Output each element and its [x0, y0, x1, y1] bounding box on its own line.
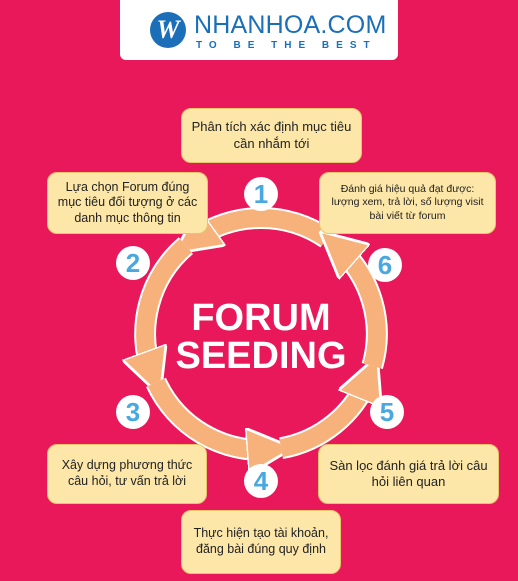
logo-w-icon: W	[150, 12, 186, 48]
cycle-arrows	[145, 206, 388, 458]
step-box-5: Sàn lọc đánh giá trả lời câu hỏi liên qu…	[318, 444, 499, 504]
svg-text:4: 4	[254, 466, 269, 496]
arrow-segment	[145, 238, 192, 374]
step-text-6: Đánh giá hiệu quả đạt được: lượng xem, t…	[331, 183, 484, 222]
step-box-2: Lựa chọn Forum đúng mục tiêu đối tượng ở…	[47, 172, 208, 234]
step-box-4: Thực hiện tạo tài khoản, đăng bài đúng q…	[181, 510, 341, 574]
step-number-3: 3	[116, 395, 150, 429]
svg-text:1: 1	[254, 179, 268, 209]
step-text-5: Sàn lọc đánh giá trả lời câu hỏi liên qu…	[329, 457, 488, 489]
step-text-2: Lựa chọn Forum đúng mục tiêu đối tượng ở…	[57, 179, 198, 225]
step-number-1: 1	[244, 177, 278, 211]
step-box-3: Xây dựng phương thức câu hỏi, tư vấn trả…	[47, 444, 207, 504]
step-text-4: Thực hiện tạo tài khoản, đăng bài đúng q…	[193, 526, 329, 556]
svg-text:3: 3	[126, 397, 140, 427]
step-number-2: 2	[116, 246, 150, 280]
step-number-5: 5	[370, 395, 404, 429]
brand-name: NHANHOA.COM	[194, 11, 387, 39]
svg-text:6: 6	[378, 250, 392, 280]
center-title-line2: SEEDING	[175, 335, 346, 377]
center-circle	[176, 249, 346, 419]
svg-text:5: 5	[380, 397, 394, 427]
step-text-3: Xây dựng phương thức câu hỏi, tư vấn trả…	[61, 458, 193, 488]
arrow-segment	[147, 378, 270, 450]
step-number-4: 4	[244, 464, 278, 498]
arrow-segment	[279, 378, 369, 458]
brand-tagline: TO BE THE BEST	[196, 40, 377, 51]
step-box-1: Phân tích xác định mục tiêu cần nhắm tới	[181, 108, 362, 163]
svg-text:2: 2	[126, 248, 140, 278]
center-title-line1: FORUM	[191, 297, 330, 339]
step-box-6: Đánh giá hiệu quả đạt được: lượng xem, t…	[319, 172, 496, 234]
arrow-segment	[193, 218, 332, 240]
arrow-segment	[337, 247, 386, 369]
step-text-1: Phân tích xác định mục tiêu cần nhắm tới	[191, 119, 352, 151]
logo-header[interactable]: W NHANHOA.COM TO BE THE BEST	[120, 0, 398, 60]
step-number-6: 6	[368, 248, 402, 282]
